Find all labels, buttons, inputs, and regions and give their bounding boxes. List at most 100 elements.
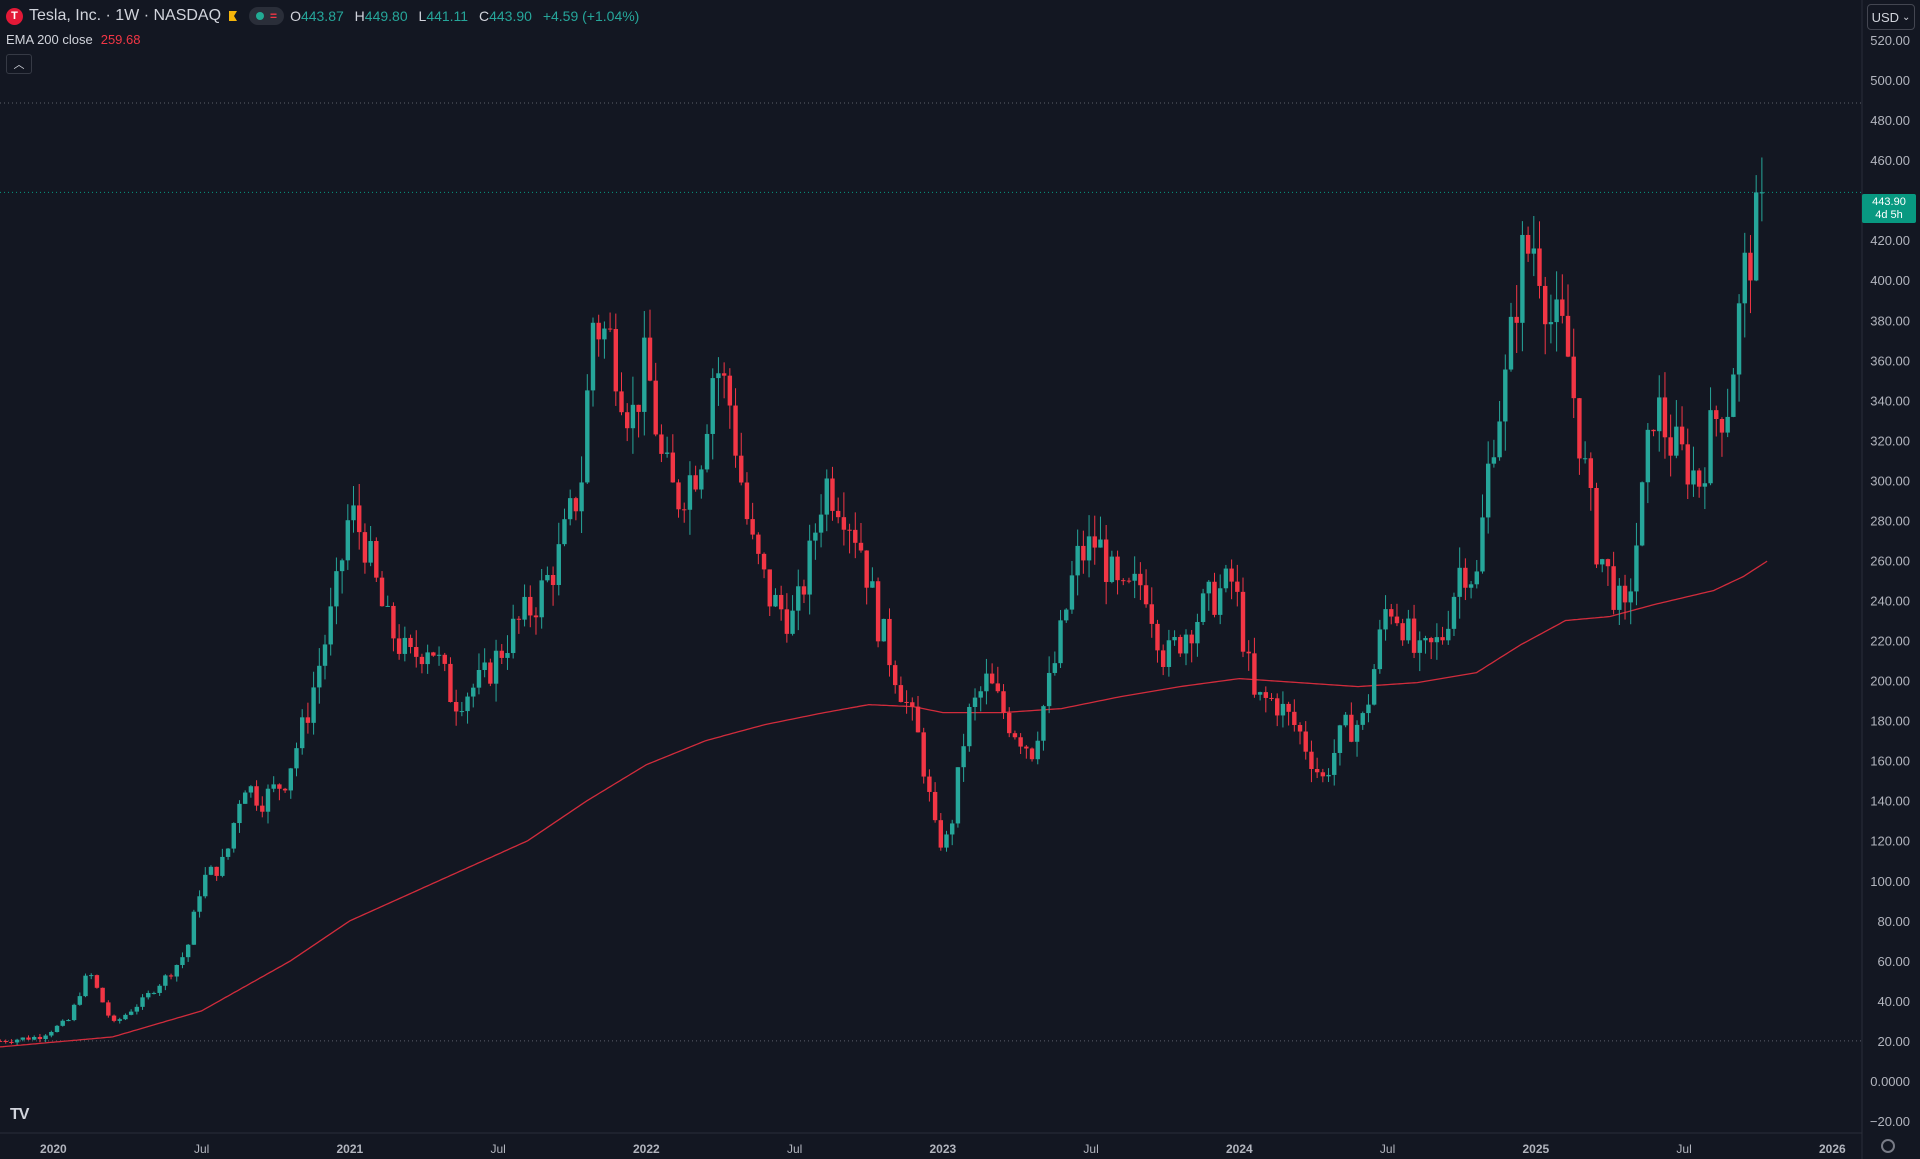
candle-body <box>607 328 613 330</box>
candle-body <box>54 1025 60 1033</box>
ohlc-values: O443.87 H449.80 L441.11 C443.90 +4.59 (+… <box>290 8 640 24</box>
candle-body <box>1668 437 1673 456</box>
candle-body <box>180 957 185 965</box>
candle-body <box>1543 285 1548 325</box>
symbol-legend: T Tesla, Inc. · 1W · NASDAQ = O443.87 H4… <box>6 7 646 25</box>
candle-body <box>339 560 345 572</box>
candle-body <box>807 540 812 595</box>
candle-body <box>448 663 453 702</box>
flag-icon[interactable] <box>227 10 239 22</box>
candle-body <box>294 748 299 769</box>
ema-indicator-legend[interactable]: EMA 200 close 259.68 <box>6 32 140 47</box>
currency-button[interactable]: USD ⌄ <box>1867 4 1915 30</box>
candle-body <box>1463 567 1468 588</box>
candle-body <box>237 803 242 824</box>
candle-body <box>1594 487 1599 565</box>
candle-body <box>1634 545 1639 592</box>
candle-body <box>915 706 921 733</box>
candle-body <box>288 768 293 791</box>
candle-body <box>1485 463 1491 518</box>
candle-body <box>1428 638 1434 643</box>
candle-body <box>32 1036 37 1040</box>
x-tick-label: Jul <box>787 1142 802 1156</box>
candle-body <box>567 498 573 520</box>
candle-body <box>704 433 710 470</box>
candle-body <box>1411 618 1417 653</box>
candle-body <box>83 975 88 997</box>
candle-body <box>721 373 727 376</box>
candle-body <box>322 644 328 666</box>
candle-body <box>1360 713 1365 725</box>
candle-body <box>265 788 271 812</box>
candle-body <box>1024 746 1029 749</box>
candle-body <box>1394 616 1400 624</box>
candle-body <box>1742 252 1747 304</box>
candle-body <box>1474 571 1479 585</box>
candle-body <box>1389 609 1394 617</box>
candle-body <box>716 373 721 379</box>
candle-body <box>887 618 892 666</box>
candle-body <box>573 498 579 512</box>
candle-body <box>1206 581 1211 594</box>
candle-body <box>345 520 351 561</box>
candle-body <box>761 553 767 570</box>
y-tick-label: 380.00 <box>1870 313 1910 328</box>
candle-body <box>1514 316 1519 323</box>
market-status-pill[interactable]: = <box>249 7 285 25</box>
candle-body <box>1314 769 1320 773</box>
symbol-title[interactable]: Tesla, Inc. · 1W · NASDAQ <box>29 7 222 24</box>
candle-body <box>1229 568 1234 582</box>
y-tick-label: 420.00 <box>1870 233 1910 248</box>
candle-body <box>824 478 829 515</box>
tradingview-logo-icon[interactable]: TV <box>10 1106 29 1123</box>
candle-body <box>117 1019 122 1021</box>
candle-body <box>436 654 442 656</box>
candle-body <box>1446 628 1451 641</box>
candle-body <box>368 541 373 563</box>
candle-body <box>1440 637 1445 641</box>
candle-body <box>784 609 790 634</box>
candle-body <box>972 697 978 707</box>
candle-body <box>1434 637 1440 643</box>
candle-body <box>357 505 362 533</box>
candle-body <box>1651 429 1656 432</box>
candle-body <box>174 964 179 977</box>
candle-body <box>1280 703 1286 716</box>
candle-body <box>1018 737 1023 747</box>
candle-body <box>510 618 516 654</box>
candle-body <box>140 997 145 1007</box>
candle-body <box>1246 651 1251 654</box>
candle-body <box>1007 712 1012 734</box>
candle-body <box>1657 397 1662 432</box>
y-tick-label: 340.00 <box>1870 393 1910 408</box>
candle-body <box>1468 584 1474 588</box>
candle-body <box>1064 609 1069 621</box>
price-axis: 520.00 480.00 460.00 420.00 400.00 380.00 360.… <box>1870 33 1910 1129</box>
candle-body <box>1371 669 1377 705</box>
candle-body <box>385 605 390 607</box>
candle-body <box>522 596 527 620</box>
candle-body <box>1012 733 1018 738</box>
collapse-legend-button[interactable]: ︿ <box>6 54 32 74</box>
candle-body <box>1069 575 1075 610</box>
candle-body <box>585 390 590 483</box>
candle-body <box>146 993 151 998</box>
candle-body <box>910 702 915 707</box>
candle-body <box>1520 234 1525 323</box>
x-tick-label: 2021 <box>337 1142 364 1156</box>
y-tick-label: 100.00 <box>1870 874 1910 889</box>
candle-body <box>1058 620 1063 664</box>
candle-body <box>305 717 311 723</box>
candle-body <box>533 615 539 618</box>
candle-body <box>1560 299 1565 316</box>
candle-body <box>111 1015 117 1021</box>
candle-body <box>3 1040 8 1042</box>
settings-gear-icon[interactable] <box>1881 1139 1895 1153</box>
candle-body <box>225 848 231 857</box>
candle-body <box>693 475 698 490</box>
candle-body <box>1212 581 1217 615</box>
candle-body <box>1172 636 1177 641</box>
candle-body <box>1554 299 1559 323</box>
candle-body <box>231 823 236 849</box>
